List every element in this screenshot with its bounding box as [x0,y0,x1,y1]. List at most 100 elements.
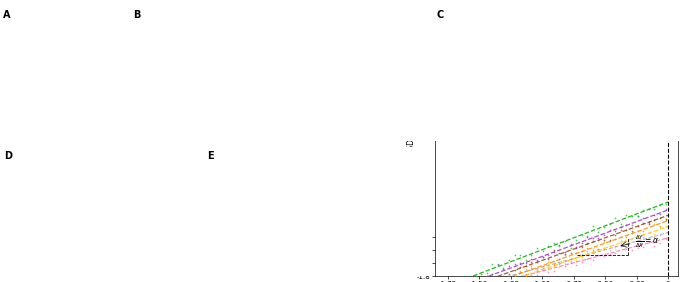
Point [643,206,654,211]
Point [543,269,553,274]
Point [582,249,593,253]
Point [615,239,626,244]
Point [532,272,543,277]
Point [503,277,514,281]
Point [487,271,498,276]
Point [632,229,643,233]
Point [593,247,604,251]
Point [560,250,571,255]
Point [514,270,525,275]
Point [514,253,525,257]
Point [571,245,582,249]
Point [554,243,565,247]
Point [470,281,481,282]
Point [482,270,493,275]
Point [509,268,520,273]
Point [548,250,559,254]
Point [503,275,514,279]
Point [498,274,509,279]
Point [560,261,571,265]
Point [560,252,571,256]
Point [543,262,553,267]
Point [487,277,498,282]
Text: $-$Log$_{10}$(4D): $-$Log$_{10}$(4D) [506,11,548,21]
Point [498,274,509,279]
Point [537,249,548,254]
Point [610,244,621,248]
Point [621,242,632,246]
Point [532,268,543,273]
Point [571,237,582,242]
Point [576,249,587,253]
Point [660,207,671,211]
Point [521,258,532,262]
Point [638,232,649,237]
Point [554,265,565,269]
Point [509,279,520,282]
Point [638,215,649,220]
Point [548,262,559,267]
Point [537,267,548,271]
Point [482,274,493,278]
Point [643,235,654,240]
Point [627,229,638,233]
Point [654,203,665,207]
Point [588,258,599,263]
Point [615,241,626,245]
Point [554,261,565,266]
Point [627,231,638,235]
Point [588,248,599,253]
Point [537,268,548,272]
Point [543,257,553,261]
Point [493,261,503,266]
Point [593,248,604,252]
Point [560,239,571,244]
Point [521,261,532,265]
Point [621,239,632,243]
Point [649,244,660,248]
Point [627,236,638,241]
Point [548,248,559,252]
Point [649,232,660,236]
Point [503,279,514,282]
Point [526,273,537,277]
Point [588,239,599,243]
Text: F: F [391,14,398,24]
Point [660,236,671,240]
Point [593,238,604,243]
Point [660,218,671,222]
Point [493,279,503,282]
Point [610,251,621,255]
Point [643,219,654,224]
Point [526,256,537,261]
Point [649,206,660,211]
Point [503,258,514,262]
Point [532,267,543,272]
Text: D: D [4,151,12,160]
Point [610,237,621,241]
Point [482,274,493,278]
Point [649,218,660,222]
Point [514,276,525,280]
Point [638,245,649,250]
Point [493,276,503,280]
Point [532,268,543,273]
Point [621,246,632,251]
Point [514,279,525,282]
Text: B: B [133,10,140,20]
Point [509,276,520,280]
Point [576,241,587,245]
Point [643,221,654,225]
Point [599,246,610,250]
Point [498,281,509,282]
Point [498,281,509,282]
Point [571,259,582,263]
Point [509,252,520,257]
Point [621,212,632,217]
Point [571,263,582,268]
Point [610,229,621,233]
Point [548,259,559,263]
Point [638,235,649,239]
Point [571,251,582,255]
Point [565,250,576,255]
